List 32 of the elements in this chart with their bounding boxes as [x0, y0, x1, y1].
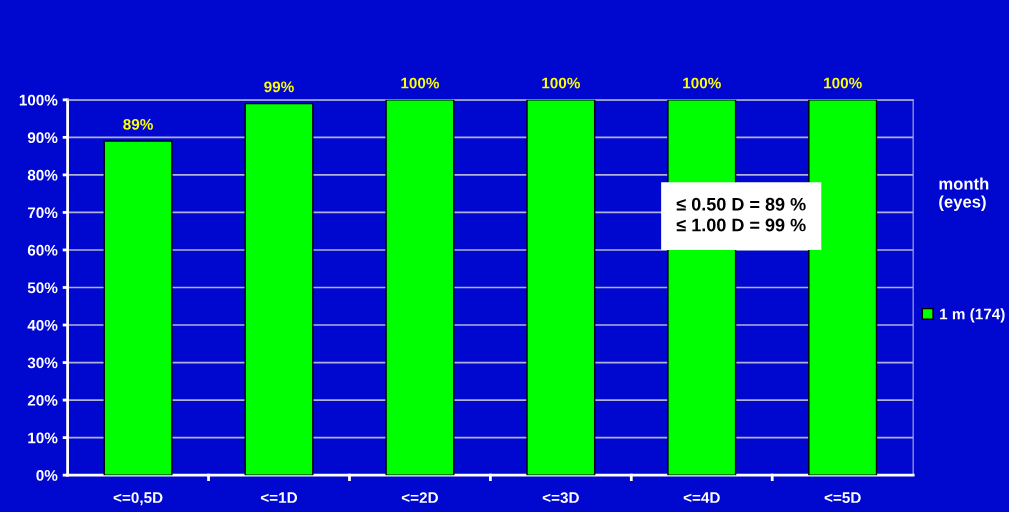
text: 100% [401, 77, 440, 89]
x-tick-label: <=5D [824, 492, 861, 504]
y-tick-label: 60% [27, 244, 58, 256]
bar [808, 99, 878, 476]
y-tick-label: 50% [27, 282, 58, 294]
legend-title: month (eyes) [939, 177, 989, 211]
y-tick-label: 80% [27, 169, 58, 181]
y-tick-label: 20% [27, 394, 58, 406]
x-tick-label: <=0,5D [113, 492, 163, 506]
text: 100% [683, 77, 721, 89]
bar [244, 102, 314, 476]
x-tick-label: <=1D [260, 492, 298, 503]
text: 100% [542, 77, 580, 89]
bar [103, 140, 173, 476]
text: 100% [824, 77, 862, 89]
annotation: ≤ 0.50 D = 89 % [676, 197, 806, 211]
bar [526, 99, 596, 476]
annotation: ≤ 1.00 D = 99 % [676, 218, 806, 232]
y-tick-label: 0% [36, 470, 58, 481]
x-tick-label: <=3D [542, 492, 579, 504]
y-tick-label: 30% [27, 357, 58, 369]
y-tick-label: 70% [27, 207, 58, 219]
bar [385, 99, 455, 476]
legend-label: 1 m (174) [940, 308, 1005, 323]
y-tick-label: 40% [27, 319, 58, 331]
x-tick-label: <=2D [401, 492, 438, 503]
y-tick-label: 10% [28, 432, 58, 444]
text: 89% [123, 118, 153, 130]
y-tick-label: 90% [27, 132, 58, 144]
x-tick-label: <=4D [683, 492, 720, 503]
y-tick-label: 100% [19, 94, 58, 106]
text: 99% [264, 81, 294, 93]
